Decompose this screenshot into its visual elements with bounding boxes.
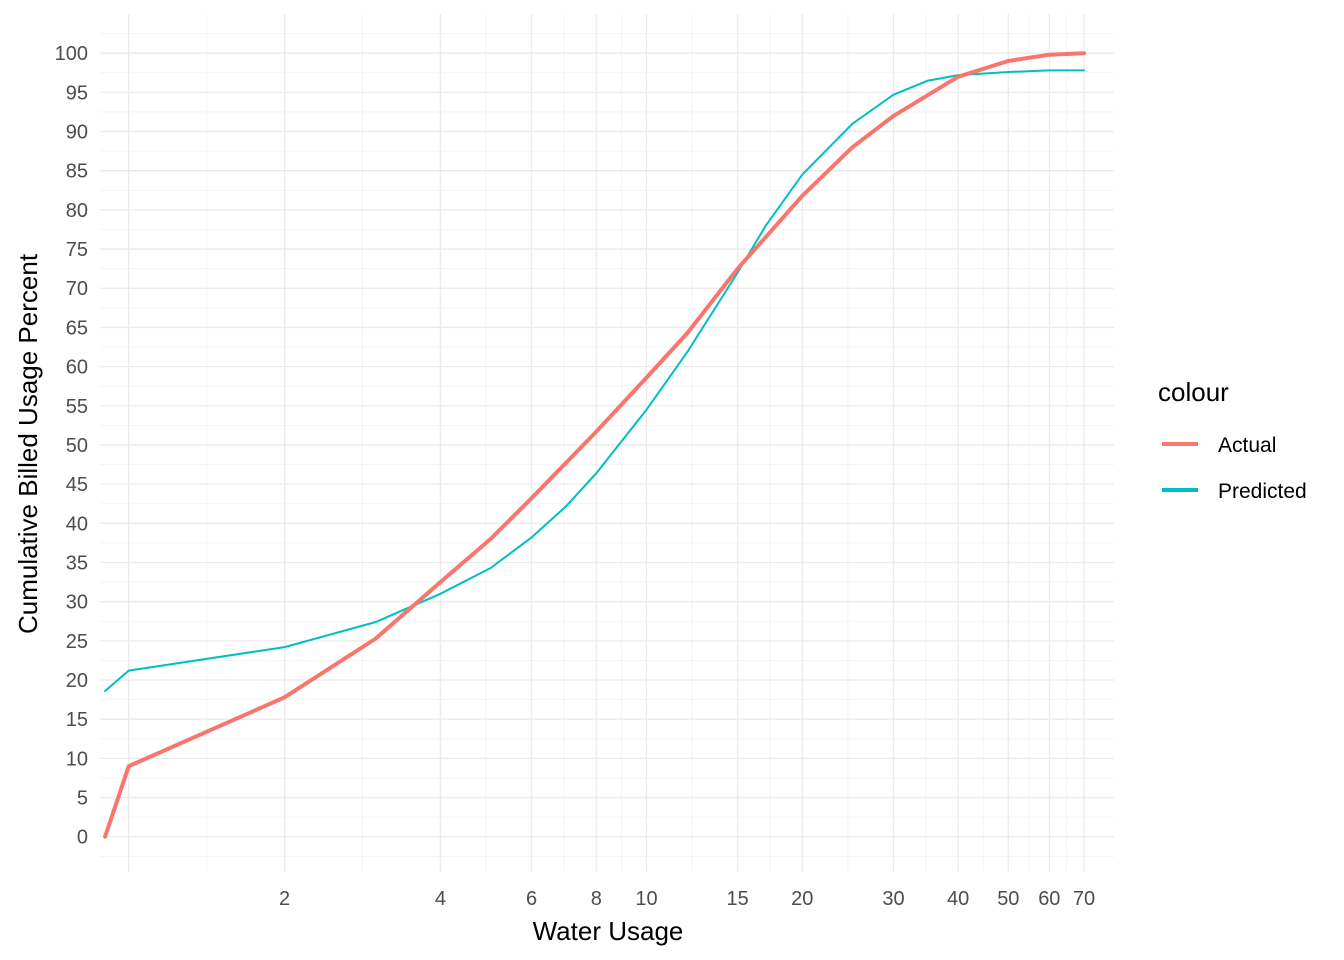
y-tick-label: 5	[77, 788, 88, 810]
x-tick-label: 60	[1038, 888, 1060, 910]
x-axis-tick-labels: 2 4 6 8 10 15 20 30 40 50 60 70	[279, 888, 1095, 910]
series-line-actual	[103, 51, 1086, 839]
x-tick-label: 50	[997, 888, 1019, 910]
y-tick-label: 95	[66, 82, 88, 104]
y-tick-label: 65	[66, 317, 88, 339]
y-tick-label: 50	[66, 435, 88, 457]
y-tick-label: 70	[66, 278, 88, 300]
legend-label-actual: Actual	[1218, 434, 1276, 457]
x-tick-label: 70	[1073, 888, 1095, 910]
y-tick-label: 20	[66, 670, 88, 692]
x-tick-label: 10	[635, 888, 657, 910]
y-tick-label: 40	[66, 513, 88, 535]
y-tick-label: 15	[66, 709, 88, 731]
y-tick-label: 80	[66, 200, 88, 222]
y-tick-label: 75	[66, 239, 88, 261]
legend-label-predicted: Predicted	[1218, 480, 1307, 503]
major-gridlines	[100, 14, 1114, 872]
y-tick-label: 60	[66, 357, 88, 379]
y-tick-label: 0	[77, 827, 88, 849]
x-tick-label: 20	[791, 888, 813, 910]
legend-items: Actual Predicted	[1162, 434, 1307, 503]
x-tick-label: 4	[435, 888, 446, 910]
y-tick-label: 30	[66, 592, 88, 614]
y-axis-tick-labels: 0 5 10 15 20 25 30 35 40 45 50 55 60 65 70 75 80 85 90 95 10…	[55, 43, 88, 849]
y-tick-label: 25	[66, 631, 88, 653]
x-tick-label: 8	[591, 888, 602, 910]
x-axis-title: Water Usage	[533, 916, 684, 946]
x-tick-label: 30	[882, 888, 904, 910]
y-tick-label: 100	[55, 43, 88, 65]
y-tick-label: 35	[66, 552, 88, 574]
legend: colour Actual Predicted	[1158, 377, 1307, 503]
legend-title: colour	[1158, 377, 1229, 407]
y-tick-label: 85	[66, 161, 88, 183]
minor-gridlines	[100, 14, 1114, 872]
y-tick-label: 55	[66, 396, 88, 418]
series-lines	[103, 51, 1086, 839]
y-tick-label: 90	[66, 122, 88, 144]
y-tick-label: 45	[66, 474, 88, 496]
x-tick-label: 15	[726, 888, 748, 910]
y-axis-title: Cumulative Billed Usage Percent	[13, 253, 43, 634]
y-tick-label: 10	[66, 748, 88, 770]
x-tick-label: 2	[279, 888, 290, 910]
series-line-predicted	[104, 69, 1085, 692]
x-tick-label: 6	[526, 888, 537, 910]
x-tick-label: 40	[947, 888, 969, 910]
